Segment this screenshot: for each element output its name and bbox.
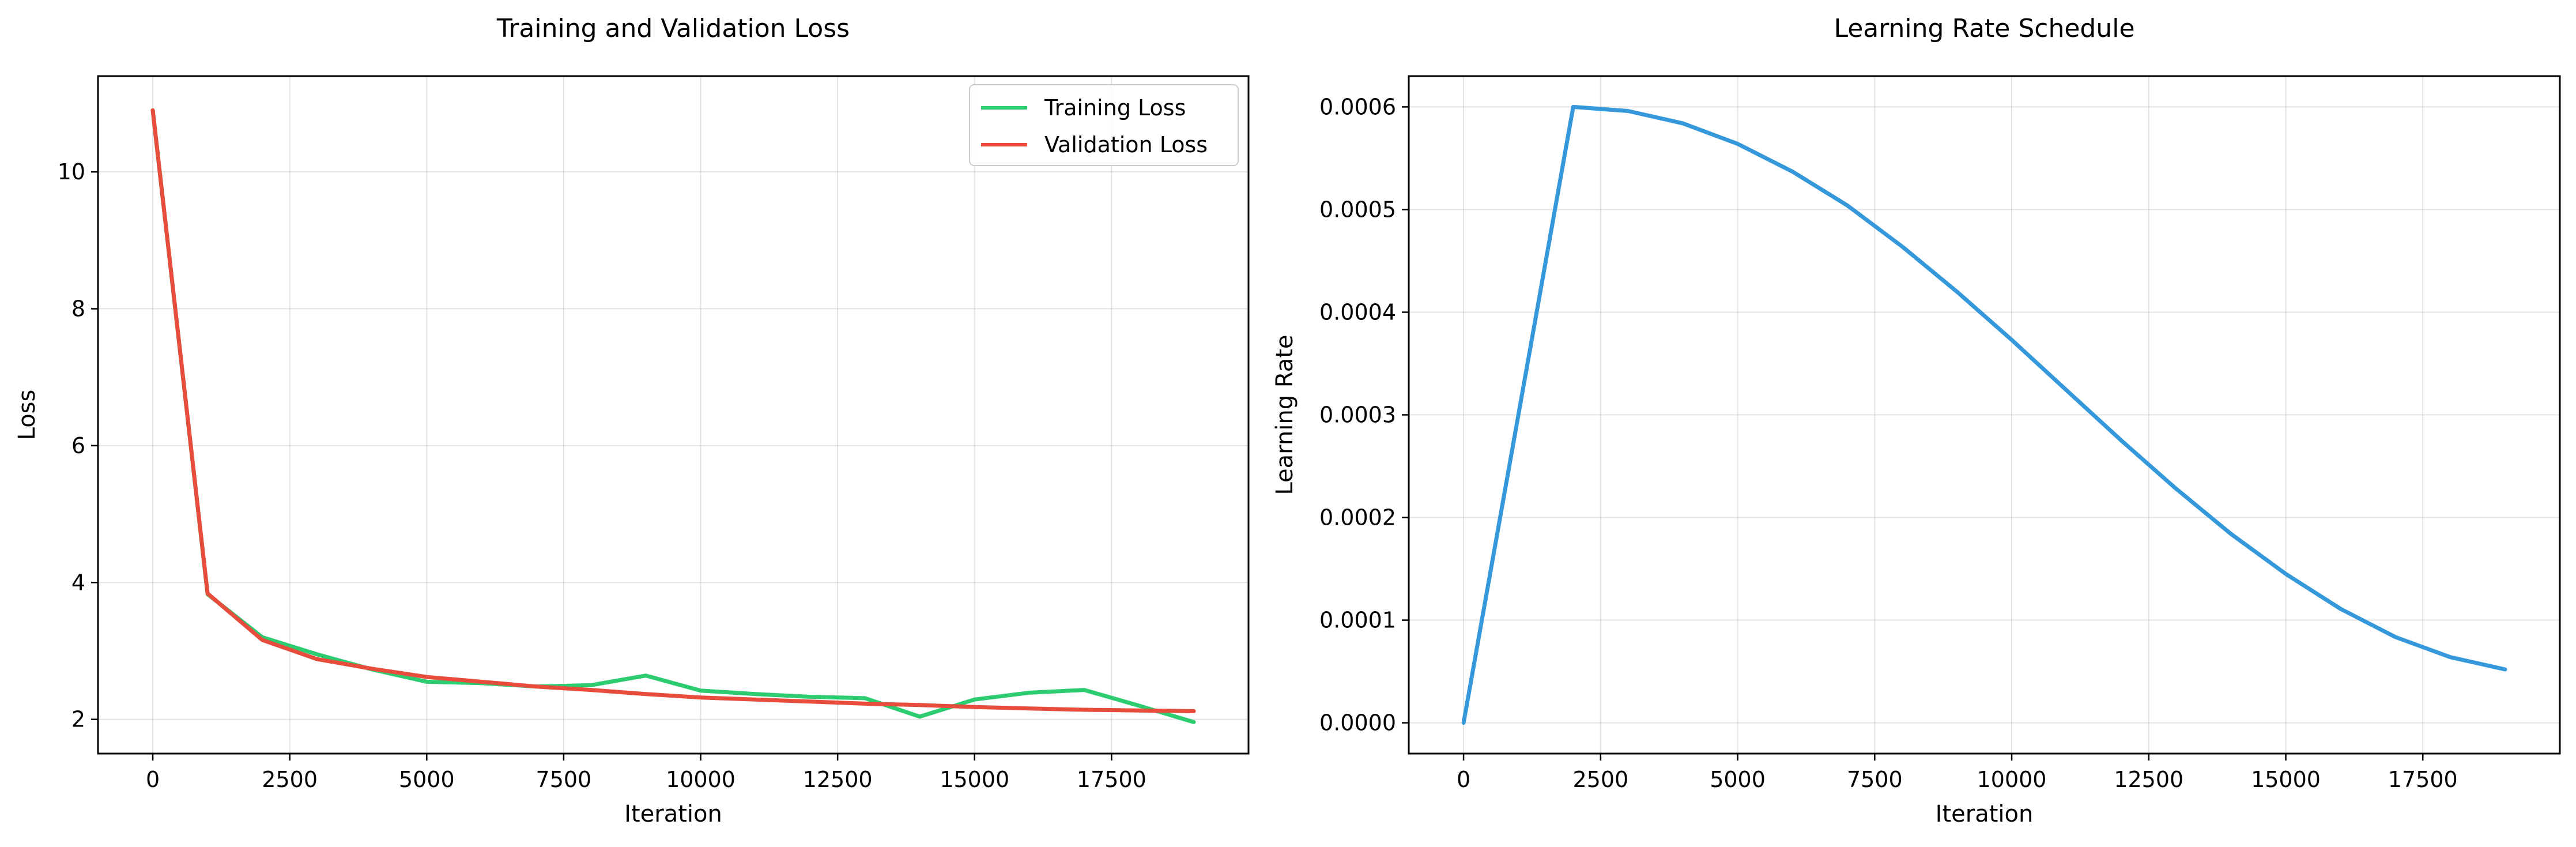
x-tick-label: 5000 <box>399 767 455 792</box>
loss-chart-y-axis-label: Loss <box>14 390 40 441</box>
legend-label-training-loss: Training Loss <box>1044 95 1186 121</box>
x-tick-label: 7500 <box>536 767 592 792</box>
loss-chart-title: Training and Validation Loss <box>496 14 850 43</box>
y-tick-label: 0.0005 <box>1319 197 1396 222</box>
y-tick-label: 10 <box>58 159 85 185</box>
x-tick-label: 12500 <box>803 767 873 792</box>
learning-rate-chart-x-axis-label: Iteration <box>1936 801 2034 827</box>
series-line-training-loss <box>150 108 1196 724</box>
x-tick-label: 10000 <box>1977 767 2047 792</box>
x-tick-label: 0 <box>1457 767 1470 792</box>
x-tick-label: 15000 <box>940 767 1009 792</box>
learning-rate-chart-series <box>1461 104 2507 725</box>
loss-chart-legend: Training Loss Validation Loss <box>969 84 1239 166</box>
learning-rate-chart-ticks: 0 2500 5000 7500 10000 12500 15000 17500 0.0000 0… <box>1319 94 2458 792</box>
x-tick-label: 7500 <box>1847 767 1903 792</box>
x-tick-label: 0 <box>146 767 160 792</box>
x-tick-label: 17500 <box>2388 767 2458 792</box>
series-line-validation-loss <box>150 108 1196 713</box>
loss-chart-frame <box>97 75 1250 755</box>
y-tick-label: 0.0006 <box>1319 94 1396 119</box>
loss-chart-x-axis-label: Iteration <box>624 801 722 827</box>
learning-rate-chart: 0 2500 5000 7500 10000 12500 15000 17500 0.0000 0… <box>1272 14 2561 827</box>
loss-chart-series <box>150 108 1196 724</box>
x-tick-label: 15000 <box>2251 767 2321 792</box>
y-tick-label: 0.0004 <box>1319 299 1396 325</box>
x-tick-label: 5000 <box>1710 767 1766 792</box>
x-tick-label: 2500 <box>1572 767 1628 792</box>
loss-chart-ticks: 0 2500 5000 7500 10000 12500 15000 17500 2 4 6 8 10 <box>58 159 1146 792</box>
x-tick-label: 10000 <box>666 767 736 792</box>
loss-chart-grid <box>98 76 1249 754</box>
y-tick-label: 4 <box>71 570 85 595</box>
x-tick-label: 2500 <box>262 767 318 792</box>
y-tick-label: 6 <box>71 433 85 458</box>
learning-rate-chart-y-axis-label: Learning Rate <box>1272 334 1298 495</box>
loss-chart: 0 2500 5000 7500 10000 12500 15000 17500246810 … <box>14 14 1250 827</box>
y-tick-label: 0.0000 <box>1319 710 1396 736</box>
legend-box <box>969 84 1239 166</box>
legend-label-validation-loss: Validation Loss <box>1044 132 1208 157</box>
learning-rate-chart-grid <box>1409 76 2560 754</box>
learning-rate-chart-title: Learning Rate Schedule <box>1834 14 2134 43</box>
y-tick-label: 0.0002 <box>1319 505 1396 530</box>
x-tick-label: 17500 <box>1077 767 1146 792</box>
y-tick-label: 0.0001 <box>1319 608 1396 633</box>
y-tick-label: 0.0003 <box>1319 402 1396 428</box>
x-tick-label: 12500 <box>2114 767 2183 792</box>
y-tick-label: 2 <box>71 707 85 732</box>
series-line-learning-rate <box>1461 104 2507 725</box>
y-tick-label: 8 <box>71 296 85 322</box>
